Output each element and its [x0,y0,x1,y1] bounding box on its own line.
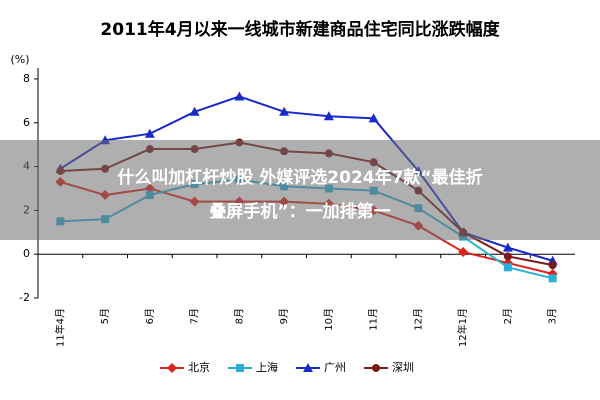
x-tick-label: 5月 [99,308,111,324]
y-tick-label: -2 [19,291,30,304]
x-tick-label: 12年1月 [456,308,469,347]
x-tick-label: 7月 [189,308,201,324]
marker [234,91,245,101]
banner-line: 叠屏手机”：一加排第一 [209,201,390,222]
marker [144,128,155,138]
marker [368,113,379,123]
marker [236,364,244,372]
y-tick-label: 6 [23,116,30,129]
marker [372,364,380,372]
x-tick-label: 2月 [502,308,514,324]
marker [323,111,334,121]
marker [303,363,313,372]
marker [503,252,512,261]
y-tick-label: 0 [23,247,30,260]
chart-title: 2011年4月以来一线城市新建商品住宅同比涨跌幅度 [100,19,500,40]
x-tick-label: 6月 [144,308,156,324]
y-axis-label: (%) [10,53,29,66]
banner-line: 什么叫加杠杆炒股 外媒评选2024年7款“最佳折 [117,167,482,188]
x-tick-label: 11年4月 [53,308,66,347]
marker [548,274,557,283]
x-tick-label: 10月 [323,308,335,331]
banner-background [0,140,600,240]
legend-label: 北京 [188,360,210,374]
x-tick-label: 8月 [233,308,245,324]
marker [502,242,513,252]
marker [458,247,469,257]
x-tick-label: 9月 [278,308,290,324]
marker [503,263,512,272]
overlay: 什么叫加杠杆炒股 外媒评选2024年7款“最佳折 叠屏手机”：一加排第一 [0,140,600,240]
marker [548,261,557,270]
marker [167,363,177,373]
x-tick-label: 12月 [412,308,424,331]
x-tick-label: 11月 [368,308,380,331]
legend-label: 上海 [256,360,278,374]
legend-label: 广州 [324,361,346,374]
x-tick-label: 3月 [547,308,559,324]
marker [279,106,290,116]
y-tick-label: 8 [23,72,30,85]
legend-label: 深圳 [392,361,414,374]
marker [189,106,200,116]
